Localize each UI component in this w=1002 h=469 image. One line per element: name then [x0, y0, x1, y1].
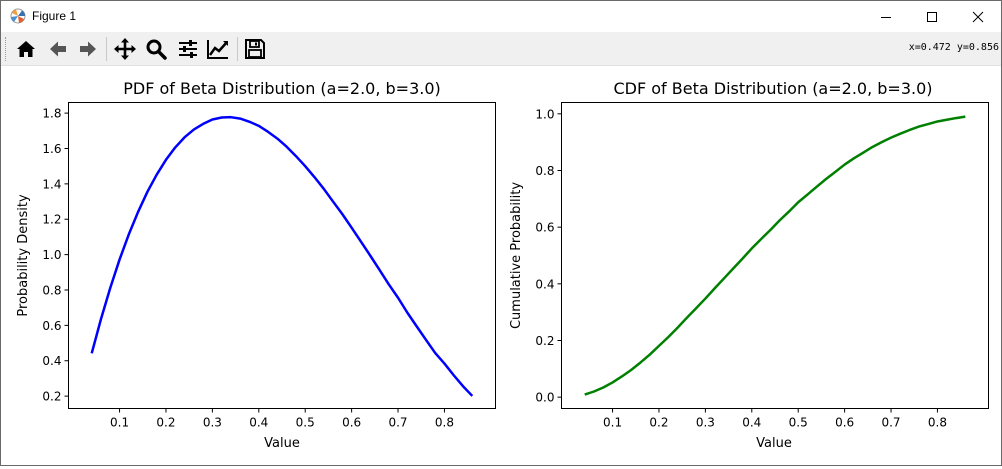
x-tick-label: 0.4 [742, 416, 761, 430]
y-tick-label: 1.2 [42, 213, 61, 227]
save-icon [245, 39, 265, 59]
edit-axis-button[interactable] [205, 36, 231, 62]
x-tick-label: 0.3 [203, 416, 222, 430]
x-tick-label: 0.5 [789, 416, 808, 430]
minimize-button[interactable] [863, 1, 909, 32]
x-tick-label: 0.6 [342, 416, 361, 430]
pdf-ticks: 0.1 0.2 0.3 0.4 0.5 0.6 0.7 0.8 0.2 0.4 0.6 0.8 1.0 1… [42, 107, 454, 430]
back-button[interactable] [45, 36, 71, 62]
pan-button[interactable] [112, 36, 138, 62]
y-tick-label: 0.6 [535, 221, 554, 235]
cdf-ticks: 0.1 0.2 0.3 0.4 0.5 0.6 0.7 0.8 0.0 0.2 0.4 0.6 0.8 1… [535, 107, 947, 429]
y-tick-label: 0.4 [42, 354, 61, 368]
zoom-button[interactable] [143, 36, 169, 62]
pan-icon [114, 38, 136, 60]
x-tick-label: 0.6 [835, 416, 854, 430]
window-title: Figure 1 [32, 9, 77, 23]
y-tick-label: 0.4 [535, 277, 554, 291]
pdf-ylabel: Probability Density [16, 194, 31, 317]
y-tick-label: 0.8 [42, 283, 61, 297]
x-tick-label: 0.7 [881, 416, 900, 430]
pdf-xlabel: Value [264, 436, 300, 451]
x-tick-label: 0.2 [156, 416, 175, 430]
close-icon [972, 11, 984, 22]
forward-icon [80, 41, 96, 57]
forward-button[interactable] [75, 36, 101, 62]
y-tick-label: 0.2 [535, 334, 554, 348]
cursor-coordinates: x=0.472 y=0.856 [908, 42, 999, 53]
y-tick-label: 0.2 [42, 390, 61, 404]
x-tick-label: 0.7 [388, 416, 407, 430]
cdf-title: CDF of Beta Distribution (a=2.0, b=3.0) [613, 79, 932, 98]
cdf-xlabel: Value [756, 436, 792, 451]
y-tick-label: 1.6 [42, 142, 61, 156]
y-tick-label: 1.0 [535, 107, 554, 121]
y-tick-label: 1.4 [42, 177, 61, 191]
x-tick-label: 0.8 [435, 416, 454, 430]
cdf-ylabel: Cumulative Probability [509, 182, 524, 329]
matplotlib-logo-icon [10, 8, 26, 24]
figure-canvas[interactable]: PDF of Beta Distribution (a=2.0, b=3.0) … [1, 66, 1001, 465]
x-tick-label: 0.1 [110, 416, 129, 430]
maximize-button[interactable] [909, 1, 955, 32]
home-icon [17, 41, 35, 57]
cdf-axes-frame [561, 102, 989, 409]
zoom-icon [146, 39, 167, 60]
home-button[interactable] [13, 36, 39, 62]
edit-axis-icon [207, 40, 228, 59]
pdf-axes-frame [68, 102, 496, 409]
save-button[interactable] [242, 36, 268, 62]
toolbar-grip[interactable] [5, 37, 9, 61]
y-tick-label: 0.0 [535, 391, 554, 405]
y-tick-label: 1.8 [42, 107, 61, 121]
pdf-title: PDF of Beta Distribution (a=2.0, b=3.0) [123, 79, 441, 98]
pdf-line [90, 115, 474, 397]
y-tick-label: 0.6 [42, 319, 61, 333]
close-button[interactable] [955, 1, 1001, 32]
x-tick-label: 0.8 [928, 416, 947, 430]
configure-subplots-icon [179, 40, 197, 58]
x-tick-label: 0.3 [696, 416, 715, 430]
y-tick-label: 0.8 [535, 164, 554, 178]
x-tick-label: 0.4 [249, 416, 268, 430]
title-bar[interactable]: Figure 1 [1, 1, 1001, 32]
cdf-line [584, 115, 966, 396]
configure-subplots-button[interactable] [175, 36, 201, 62]
x-tick-label: 0.5 [296, 416, 315, 430]
maximize-icon [927, 11, 937, 22]
back-icon [50, 41, 66, 57]
y-tick-label: 1.0 [42, 248, 61, 262]
cdf-axes[interactable]: CDF of Beta Distribution (a=2.0, b=3.0) … [509, 79, 989, 451]
x-tick-label: 0.1 [603, 416, 622, 430]
navigation-toolbar: x=0.472 y=0.856 [1, 32, 1001, 66]
figure-plot-area[interactable]: PDF of Beta Distribution (a=2.0, b=3.0) … [1, 66, 1001, 465]
minimize-icon [881, 16, 891, 18]
pdf-axes[interactable]: PDF of Beta Distribution (a=2.0, b=3.0) … [16, 79, 496, 451]
x-tick-label: 0.2 [649, 416, 668, 430]
toolbar-separator [237, 37, 238, 61]
toolbar-separator [106, 37, 107, 61]
